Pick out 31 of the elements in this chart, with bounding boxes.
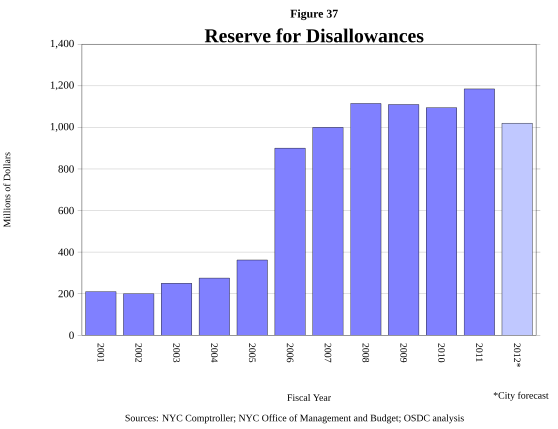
bar [502,123,533,336]
y-tick-label: 0 [69,332,74,340]
y-tick-label: 1,200 [50,82,74,90]
x-tick-label: 2006 [286,344,294,362]
x-tick-label: 2011 [476,344,483,362]
x-tick-label: 2009 [400,344,407,362]
chart-subtitle: Figure 37 [290,10,338,20]
y-tick-label: 800 [58,165,74,173]
x-tick-label: 2001 [98,344,104,362]
bar [85,292,116,336]
chart-title: Reserve for Disallowances [204,28,424,43]
text: *City forecast [494,392,549,401]
y-tick-label: 1,000 [50,123,74,132]
bar [388,104,420,336]
x-tick-label: 2012* [514,344,521,368]
x-tick-label: 2002 [135,344,142,362]
y-tick-label: 600 [58,207,74,214]
y-tick-label: 1,400 [50,40,74,49]
y-axis-title: Millions of Dollars [3,152,10,228]
x-tick-label: 2004 [211,344,218,363]
y-tick-label: 200 [58,290,74,298]
bar [350,103,382,336]
x-tick-label: 2007 [324,344,332,362]
x-tick-label: 2010 [438,344,445,362]
y-tick-label: 400 [58,248,74,256]
x-tick-label: 2005 [248,344,256,362]
x-tick-label: 2008 [362,344,370,362]
x-tick-label: 2003 [173,344,180,362]
source-note: Sources: NYC Comptroller; NYC Office of Management and Budget; OSDC analysis [126,414,464,424]
bar [198,278,230,336]
x-axis-title: Fiscal Year [287,394,331,402]
